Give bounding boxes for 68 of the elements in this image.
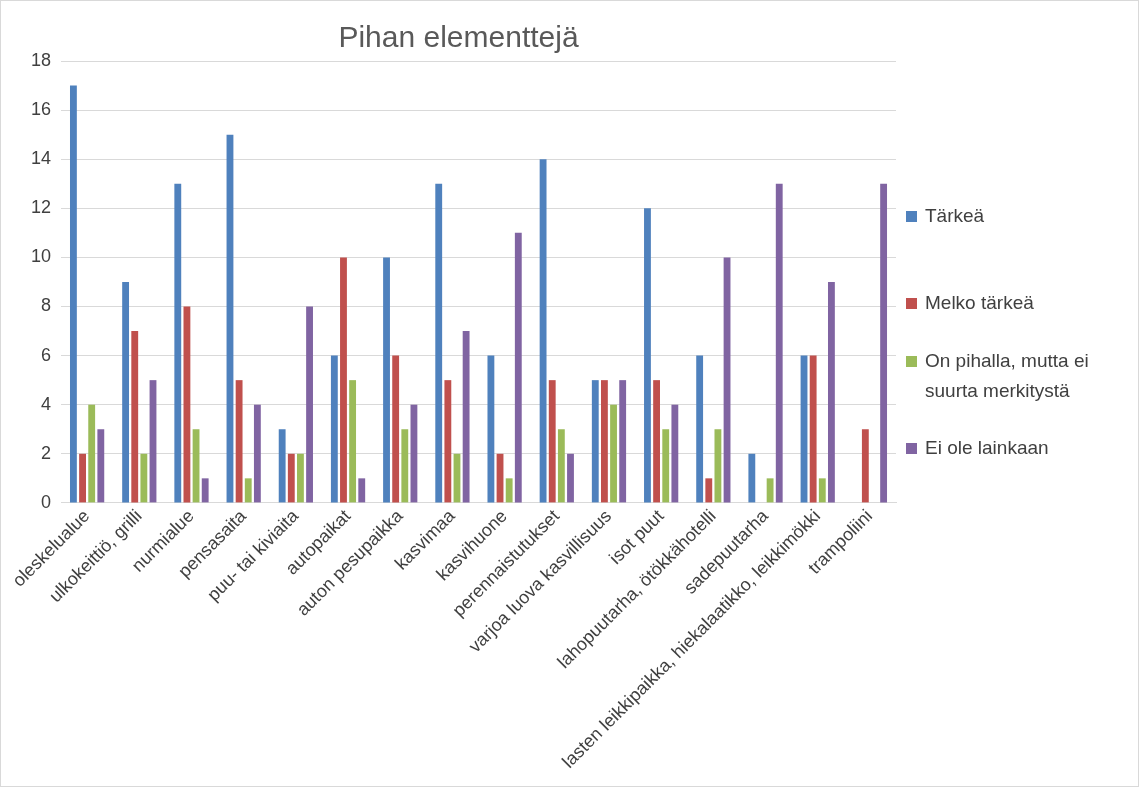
y-tick-label: 8 [41,295,52,316]
bar [253,404,261,503]
y-tick-label: 0 [41,491,52,512]
y-tick-label: 2 [41,442,52,463]
bar [505,478,513,503]
legend-label: On pihalla, mutta ei suurta merkitystä [925,349,1090,403]
bar [548,380,556,503]
bar [183,306,191,503]
bar [775,183,783,503]
y-tick-label: 14 [30,148,52,169]
bar [818,478,826,503]
bar [244,478,252,503]
bar [287,453,295,503]
bar [714,429,722,503]
bar [696,355,704,503]
y-tick-label: 18 [30,49,52,70]
bar [861,429,869,503]
bar [297,453,304,503]
bar [514,232,522,503]
bar [131,331,139,503]
y-tick-label: 16 [30,99,52,120]
bar [435,183,443,503]
bar [539,159,547,503]
bar [748,453,756,503]
bar [828,281,835,503]
bar [174,183,182,503]
bar [600,380,608,503]
legend-label: Tärkeä [925,204,985,228]
bar [610,404,617,503]
bar [662,429,670,503]
bar [358,478,366,503]
bar [462,331,470,503]
legend-label: Melko tärkeä [925,291,1034,315]
bar [340,257,347,503]
bar [235,380,243,503]
bar [88,404,96,503]
bar [487,355,495,503]
bar [201,478,209,503]
bar [330,355,338,503]
bar [306,306,313,503]
bar [97,429,105,503]
bar [619,380,627,503]
bar [79,453,86,503]
y-tick-label: 12 [30,197,52,218]
bar [401,429,409,503]
chart-title: Pihan elementtejä [338,20,579,54]
bar [278,429,286,503]
bar [766,478,774,503]
bar [671,404,679,503]
bar [444,380,452,503]
bar [809,355,817,503]
y-tick-label: 4 [41,393,52,414]
bar [705,478,713,503]
bar [880,183,888,503]
bar [567,453,574,503]
bar [69,85,77,503]
bar [392,355,400,503]
bar [122,281,130,503]
y-tick-label: 6 [41,344,52,365]
bar [653,380,661,503]
y-tick-label: 10 [30,246,52,267]
bar [557,429,565,503]
bar [140,453,148,503]
legend-label: Ei ole lainkaan [925,436,1049,460]
bar [383,257,390,503]
bar [591,380,599,503]
bar [644,208,651,503]
bar [349,380,357,503]
